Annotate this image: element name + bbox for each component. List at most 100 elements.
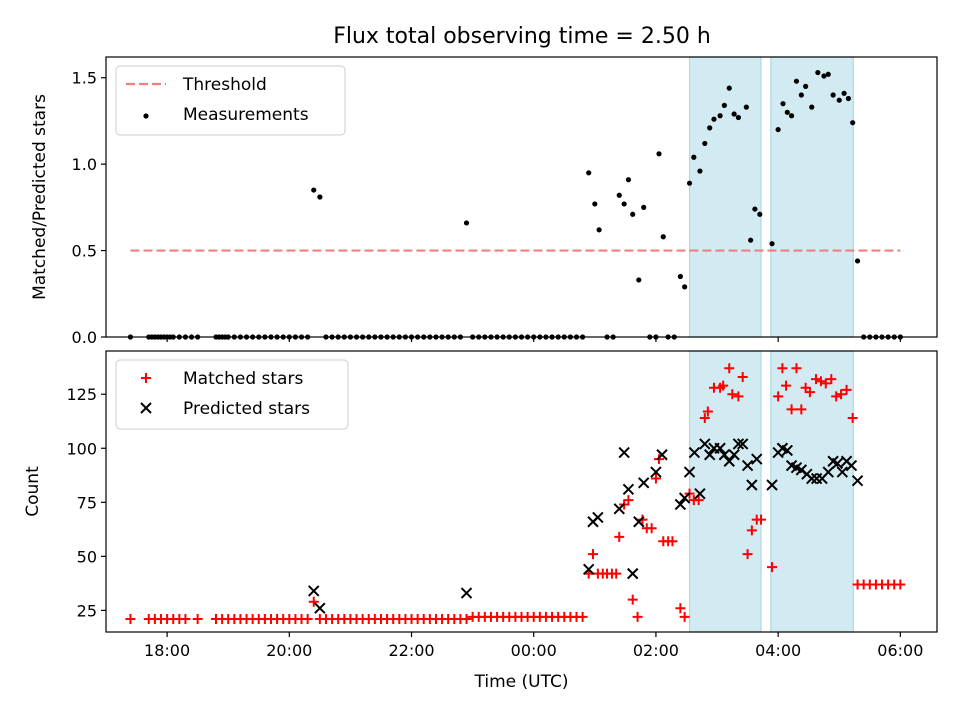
x-axis-label: Time (UTC): [474, 672, 569, 692]
y-tick-label: 75: [77, 493, 97, 512]
matched-point: [192, 614, 203, 625]
matched-point: [796, 404, 807, 415]
predicted-point: [714, 442, 726, 454]
measurement-point: [707, 125, 713, 131]
highlight-span: [688, 56, 762, 338]
measurement-point: [809, 104, 815, 110]
y-axis-label: Count: [23, 466, 43, 517]
matched-point: [702, 406, 713, 417]
predicted-point: [613, 503, 625, 515]
y-tick-label: 100: [66, 439, 97, 458]
matched-point: [632, 611, 643, 622]
matched-point: [724, 363, 735, 374]
x-tick-label: 04:00: [755, 641, 801, 660]
measurement-point: [836, 97, 842, 103]
matched-point: [727, 389, 738, 400]
matched-point: [786, 404, 797, 415]
matched-point: [693, 495, 704, 506]
matched-point: [627, 594, 638, 605]
matched-point: [637, 514, 648, 525]
predicted-point: [831, 457, 844, 470]
matched-point: [756, 514, 767, 525]
measurement-point: [592, 201, 598, 207]
measurement-point: [798, 92, 804, 98]
measurement-point: [586, 170, 592, 176]
predicted-point: [728, 449, 740, 461]
measurement-point: [317, 194, 323, 200]
matched-point: [180, 614, 191, 625]
predicted-point: [822, 466, 834, 478]
measurement-point: [656, 151, 662, 157]
predicted-point: [736, 438, 749, 450]
matched-point: [733, 391, 744, 402]
measurement-point: [682, 284, 688, 290]
predicted-point: [746, 479, 758, 491]
predicted-point: [308, 585, 320, 597]
matched-point: [623, 495, 634, 506]
measurement-point: [775, 126, 781, 133]
measurement-point: [803, 83, 809, 89]
y-tick-label: 1.0: [72, 155, 97, 174]
predicted-point: [637, 477, 650, 489]
predicted-point: [626, 567, 639, 580]
predicted-point: [583, 563, 595, 576]
axes-frame: [105, 350, 938, 633]
bottom-panel: 25 50 75 100 125 18:00 20:00 22:00 00:00 02:00 04:…: [23, 350, 938, 692]
predicted-point: [592, 511, 604, 524]
y-tick-label: 0.0: [72, 328, 97, 347]
matched-point: [895, 579, 906, 590]
predicted-point: [845, 459, 858, 472]
predicted-point: [650, 466, 662, 478]
matched-point: [308, 596, 319, 607]
matched-point: [614, 531, 625, 542]
measurement-point: [596, 227, 602, 233]
predicted-point: [732, 438, 745, 450]
highlight-span: [770, 350, 854, 633]
measurement-point: [821, 73, 827, 79]
top-legend: Threshold Measurements: [115, 65, 346, 136]
measurement-point: [621, 201, 627, 207]
x-tick-label: 00:00: [511, 641, 557, 660]
measurement-point: [625, 177, 632, 183]
predicted-point: [723, 455, 735, 467]
x-tick-label: 02:00: [633, 641, 679, 660]
predicted-point: [766, 479, 778, 491]
measurement-point: [815, 69, 821, 76]
predicted-point: [806, 472, 818, 485]
measurement-point: [784, 109, 790, 115]
matched-point: [737, 371, 748, 382]
matched-point: [777, 363, 788, 374]
matched-point: [781, 380, 792, 391]
measurement-point: [636, 277, 642, 283]
legend-label: Threshold: [182, 75, 267, 95]
x-tick-label: 06:00: [877, 641, 923, 660]
measurement-point: [311, 187, 317, 193]
matched-point: [577, 611, 588, 622]
matched-point: [831, 391, 842, 402]
matched-point: [587, 549, 598, 560]
legend-matched-swatch: [141, 373, 151, 383]
highlight-span: [688, 350, 762, 633]
measurement-point: [830, 92, 836, 98]
matched-point: [746, 525, 757, 536]
matched-point: [611, 568, 622, 579]
measurement-point: [825, 71, 831, 77]
predicted-point: [688, 446, 701, 459]
matched-point: [820, 378, 831, 389]
measurement-point: [630, 211, 636, 217]
predicted-point: [683, 466, 696, 478]
matched-point: [791, 363, 802, 374]
measurement-point: [845, 95, 852, 102]
predicted-point: [836, 466, 848, 478]
measurement-point: [463, 220, 470, 226]
measurement-point: [660, 234, 666, 240]
matched-point: [302, 614, 313, 625]
measurement-point: [721, 102, 727, 108]
measurement-point: [717, 113, 723, 119]
y-tick-label: 0.5: [72, 242, 97, 261]
predicted-point: [703, 449, 716, 461]
matched-point: [773, 391, 784, 402]
matched-point: [767, 562, 778, 573]
predicted-point: [851, 474, 864, 487]
measurement-point: [757, 211, 763, 217]
